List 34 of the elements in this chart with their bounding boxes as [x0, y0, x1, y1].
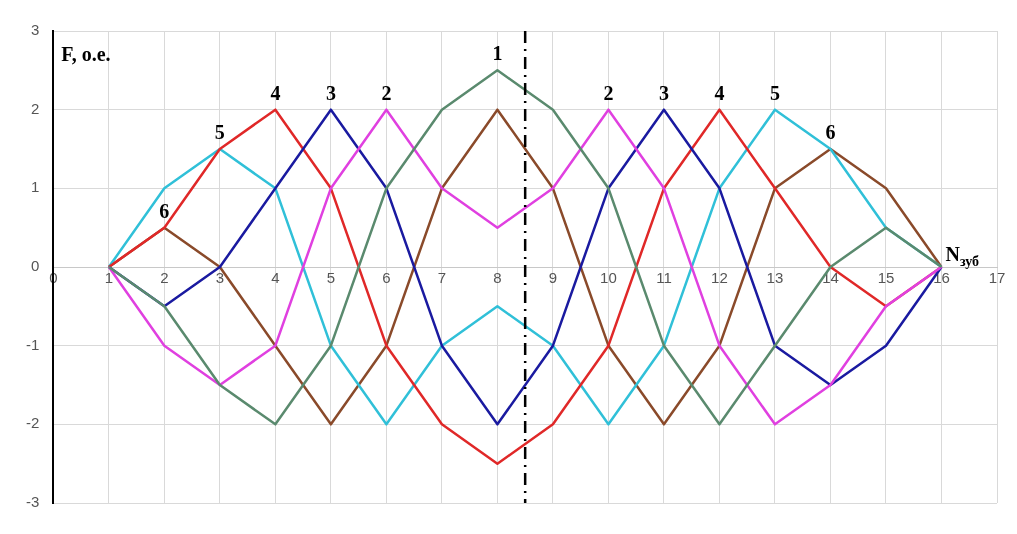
annotation: 6 [159, 199, 170, 222]
y-tick-label: -1 [25, 335, 40, 353]
y-tick-label: 3 [30, 21, 40, 39]
x-tick-label: 11 [656, 269, 672, 287]
y-tick-label: 1 [30, 178, 40, 196]
y-axis-title: F, o.e. [61, 43, 111, 65]
x-tick-label: 6 [382, 269, 391, 287]
x-tick-label: 13 [766, 269, 784, 287]
x-tick-label: 4 [271, 269, 280, 287]
annotation: 5 [214, 121, 225, 143]
x-tick-label: 1 [104, 269, 114, 287]
x-tick-label: 15 [877, 269, 895, 287]
x-tick-label: 9 [548, 269, 558, 287]
y-tick-label: -2 [25, 414, 40, 432]
annotation: 2 [381, 81, 392, 104]
x-tick-label: 17 [988, 269, 1006, 287]
x-tick-label: 10 [600, 269, 617, 287]
annotation: 4 [270, 81, 281, 104]
x-tick-label: 5 [326, 269, 336, 287]
annotation: 5 [769, 81, 780, 104]
x-tick-label: 8 [493, 269, 502, 287]
y-tick-label: -3 [25, 493, 40, 511]
x-tick-label: 12 [711, 269, 728, 287]
x-tick-label: 2 [160, 269, 169, 287]
annotation: 4 [714, 81, 725, 104]
x-tick-label: 3 [215, 269, 225, 287]
x-tick-label: 7 [437, 269, 447, 287]
y-tick-label: 0 [30, 257, 40, 275]
annotation: 1 [492, 42, 503, 65]
annotation: 6 [825, 121, 836, 143]
annotation: 3 [325, 81, 336, 104]
y-tick-label: 2 [30, 99, 40, 117]
annotation: 3 [658, 81, 669, 104]
annotation: 2 [603, 81, 614, 104]
